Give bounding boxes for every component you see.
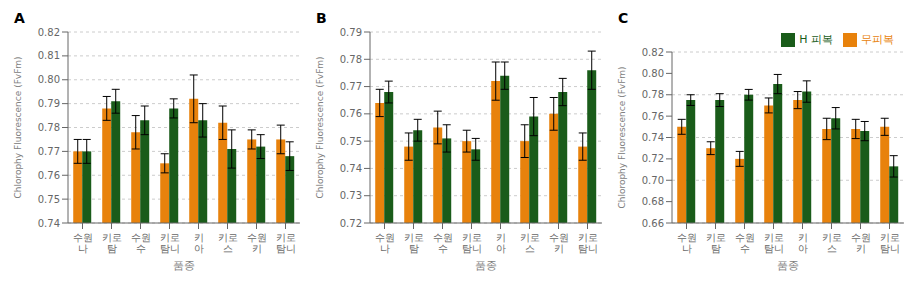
- svg-text:0.76: 0.76: [38, 170, 60, 181]
- svg-text:키로탐니: 키로탐니: [578, 232, 598, 254]
- svg-text:수원수: 수원수: [131, 232, 151, 254]
- svg-text:0.68: 0.68: [642, 196, 664, 207]
- svg-text:0.82: 0.82: [38, 27, 60, 38]
- svg-text:0.78: 0.78: [38, 122, 60, 133]
- svg-text:수원수: 수원수: [735, 232, 755, 254]
- svg-text:키로탐니: 키로탐니: [880, 232, 900, 254]
- svg-text:0.74: 0.74: [340, 163, 362, 174]
- svg-text:키로탐니: 키로탐니: [462, 232, 482, 254]
- svg-text:수원나: 수원나: [73, 232, 93, 254]
- html-text:H 피복: H 피복: [799, 33, 833, 46]
- svg-text:Chlorophy Fluorescence (FvFm): Chlorophy Fluorescence (FvFm): [617, 66, 627, 208]
- svg-text:수원키: 수원키: [247, 232, 267, 254]
- svg-text:품종: 품종: [777, 259, 799, 272]
- svg-text:키로스: 키로스: [218, 232, 238, 254]
- svg-text:0.77: 0.77: [38, 146, 60, 157]
- svg-text:키로탐니: 키로탐니: [764, 232, 784, 254]
- svg-text:Chlorophy Fluorescence (FvFm): Chlorophy Fluorescence (FvFm): [13, 56, 23, 198]
- svg-text:0.73: 0.73: [340, 190, 362, 201]
- svg-text:Chlorophy Fluorescence (FvFm): Chlorophy Fluorescence (FvFm): [315, 56, 325, 198]
- svg-text:0.75: 0.75: [340, 136, 362, 147]
- svg-text:키로탐: 키로탐: [706, 232, 726, 254]
- svg-text:키로탐니: 키로탐니: [160, 232, 180, 254]
- svg-text:수원나: 수원나: [677, 232, 697, 254]
- svg-text:0.80: 0.80: [38, 74, 60, 85]
- svg-text:키로탐: 키로탐: [404, 232, 424, 254]
- svg-text:0.70: 0.70: [642, 175, 664, 186]
- svg-text:품종: 품종: [475, 259, 497, 272]
- svg-text:키아: 키아: [798, 232, 808, 254]
- svg-text:0.78: 0.78: [642, 89, 664, 100]
- svg-text:키로탐니: 키로탐니: [276, 232, 296, 254]
- svg-text:수원키: 수원키: [549, 232, 569, 254]
- svg-text:수원수: 수원수: [433, 232, 453, 254]
- svg-text:0.72: 0.72: [340, 218, 362, 229]
- svg-text:0.81: 0.81: [38, 50, 60, 61]
- svg-text:키아: 키아: [194, 232, 204, 254]
- svg-text:0.80: 0.80: [642, 68, 664, 79]
- svg-text:키로탐: 키로탐: [102, 232, 122, 254]
- html-text:무피복: 무피복: [861, 33, 894, 46]
- svg-text:0.76: 0.76: [642, 111, 664, 122]
- svg-text:0.66: 0.66: [642, 218, 664, 229]
- html-text:B: B: [316, 10, 327, 26]
- svg-text:수원키: 수원키: [851, 232, 871, 254]
- svg-text:수원나: 수원나: [375, 232, 395, 254]
- svg-text:0.79: 0.79: [340, 27, 362, 38]
- svg-text:키아: 키아: [496, 232, 506, 254]
- svg-text:0.77: 0.77: [340, 81, 362, 92]
- svg-text:0.74: 0.74: [642, 132, 664, 143]
- svg-text:0.75: 0.75: [38, 194, 60, 205]
- svg-text:0.79: 0.79: [38, 98, 60, 109]
- svg-text:0.76: 0.76: [340, 108, 362, 119]
- svg-text:품종: 품종: [173, 259, 195, 272]
- svg-text:0.74: 0.74: [38, 218, 60, 229]
- svg-text:0.78: 0.78: [340, 54, 362, 65]
- html-text:C: C: [618, 10, 629, 26]
- svg-text:0.82: 0.82: [642, 47, 664, 58]
- svg-text:키로스: 키로스: [520, 232, 540, 254]
- html-text:A: A: [14, 10, 25, 26]
- svg-text:0.72: 0.72: [642, 153, 664, 164]
- svg-text:키로스: 키로스: [822, 232, 842, 254]
